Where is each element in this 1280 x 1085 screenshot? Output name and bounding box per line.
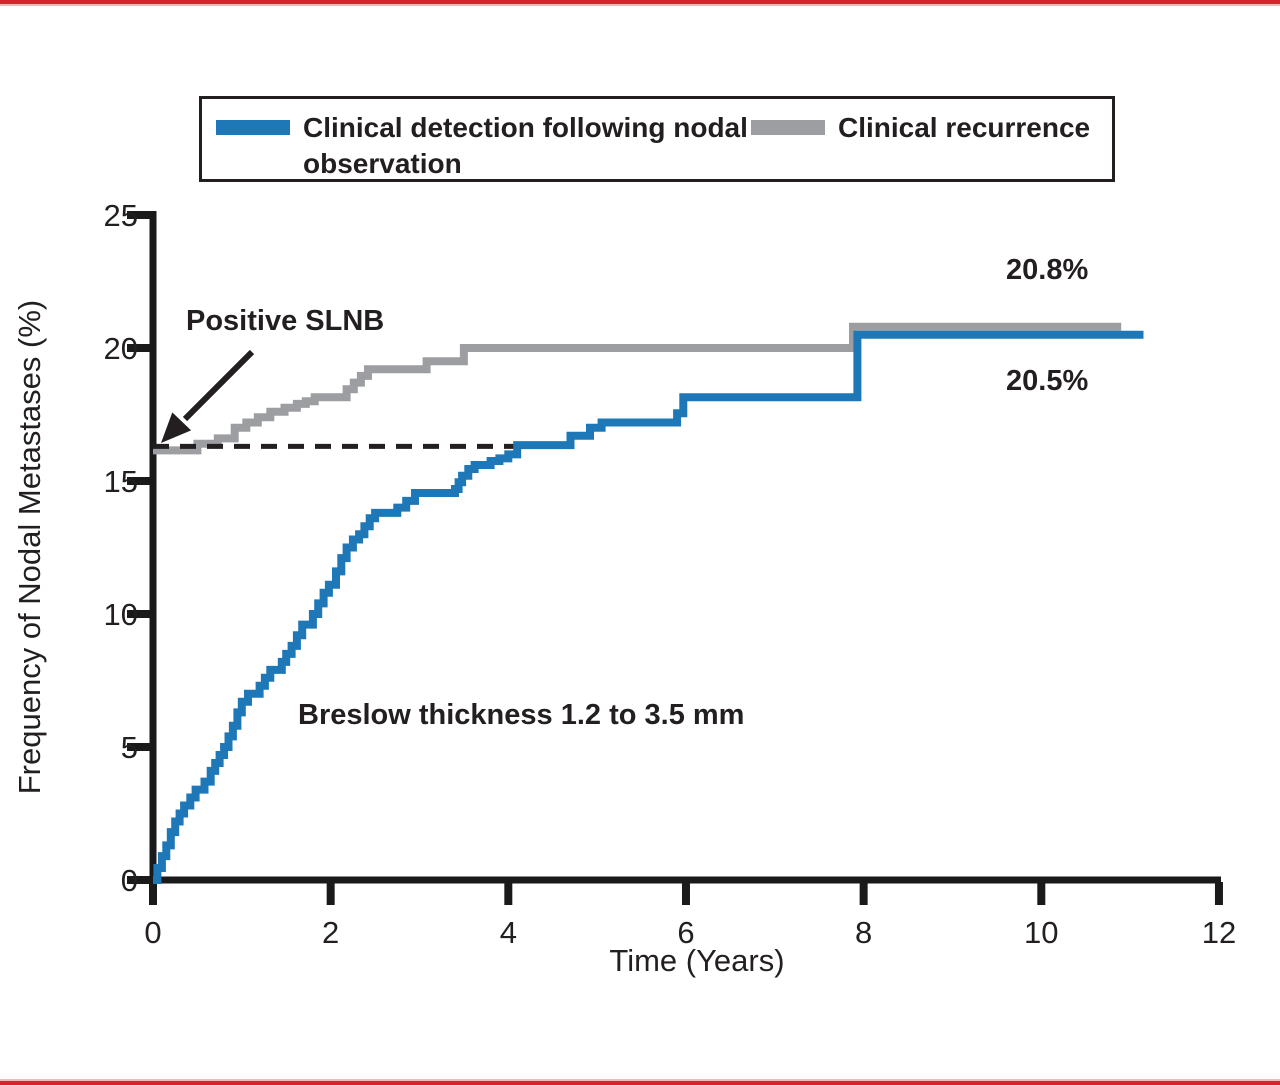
series-clinical-recurrence [153,322,1122,455]
recurrence-series-swatch [751,120,825,135]
y-tick-label: 5 [121,730,138,765]
top-border [0,0,1280,6]
x-tick-label: 8 [855,915,872,950]
x-tick-label: 2 [322,915,339,950]
breslow-thickness-label: Breslow thickness 1.2 to 3.5 mm [298,699,745,731]
positive-slnb-arrow-shaft [182,349,255,422]
positive-slnb-arrowhead-icon [161,412,192,443]
y-tick-label: 20 [104,331,138,366]
y-tick-label: 15 [104,464,138,499]
x-tick-label: 12 [1202,915,1236,950]
x-tick-label: 10 [1024,915,1058,950]
x-tick-label: 6 [677,915,694,950]
x-tick-label: 0 [144,915,161,950]
series-clinical-detection-following-nodal-observation [153,330,1144,884]
y-axis-title: Frequency of Nodal Metastases (%) [12,300,47,795]
y-tick-label: 0 [121,863,138,898]
x-axis-title: Time (Years) [609,943,784,978]
detection-series-swatch [216,120,290,135]
bottom-border [0,1079,1280,1085]
y-tick-label: 10 [104,597,138,632]
final-value-label-detection: 20.5% [1006,365,1089,397]
legend-label-recurrence: Clinical recurrence [838,112,1091,143]
legend-box: Clinical detection following nodal obser… [199,96,1115,182]
x-tick-label: 4 [500,915,517,950]
y-tick-label: 25 [104,198,138,233]
series-layer [153,322,1144,884]
legend-item-detection: Clinical detection following nodal obser… [216,110,781,182]
positive-slnb-label: Positive SLNB [186,305,385,337]
legend-label-detection: Clinical detection following nodal obser… [303,112,748,179]
final-value-label-recurrence: 20.8% [1006,254,1089,286]
legend-item-recurrence: Clinical recurrence [751,110,1090,146]
axis-ticks-layer: 25 20 15 10 5 00 2 4 6 8 10 12 [104,198,1237,950]
